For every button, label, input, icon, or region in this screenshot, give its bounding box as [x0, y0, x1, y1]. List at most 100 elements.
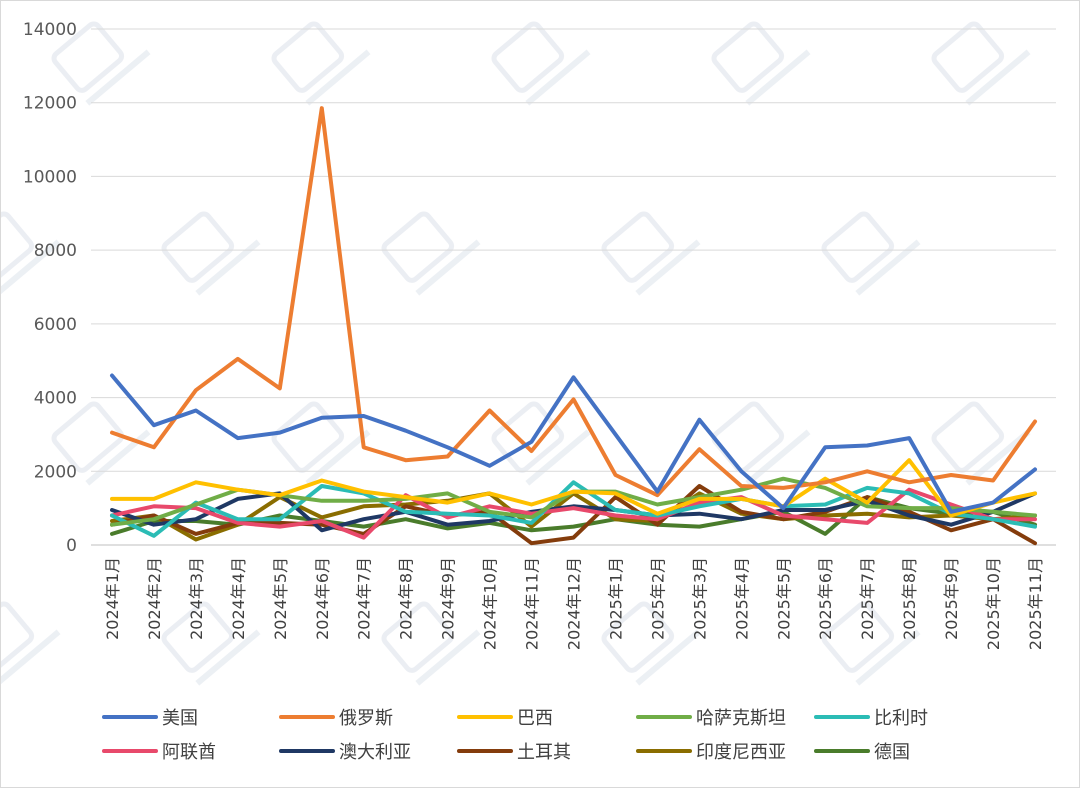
watermark-stroke	[965, 49, 1031, 106]
watermark-mark	[271, 21, 371, 106]
watermark-stroke	[855, 629, 921, 686]
y-tick-label: 8000	[34, 241, 77, 261]
watermark-mark	[601, 601, 701, 686]
watermark-stroke	[745, 429, 811, 486]
series-line	[110, 373, 1037, 514]
watermark-mark	[821, 601, 921, 686]
watermark-logo	[931, 21, 1005, 93]
watermark-logo	[601, 601, 675, 673]
watermark-mark	[381, 211, 481, 296]
x-tick-label: 2024年1月	[103, 557, 122, 640]
legend-label: 比利时	[874, 708, 928, 729]
watermark-stroke	[415, 629, 481, 686]
x-tick-label: 2024年2月	[145, 557, 164, 640]
watermark-logo	[381, 211, 455, 283]
y-tick-label: 12000	[23, 94, 77, 114]
x-axis: 2024年1月 2024年2月 2024年3月 2024年4月 2024年5月 2024年…	[103, 557, 1045, 650]
series-line	[110, 106, 1037, 498]
watermark-mark	[161, 601, 261, 686]
x-tick-label: 2024年6月	[313, 557, 332, 640]
x-tick-label: 2024年7月	[355, 557, 374, 640]
series-lines	[110, 106, 1037, 546]
watermark-logo	[0, 601, 35, 673]
x-tick-label: 2024年11月	[523, 557, 542, 650]
watermark-logo	[0, 211, 35, 283]
watermark-logo	[491, 21, 565, 93]
watermark-mark	[601, 211, 701, 296]
legend-label: 阿联酋	[162, 742, 216, 763]
legend-label: 巴西	[517, 708, 553, 729]
x-tick-label: 2025年1月	[606, 557, 625, 640]
watermark-stroke	[745, 49, 811, 106]
watermark-mark	[381, 601, 481, 686]
watermark-stroke	[85, 49, 151, 106]
watermark-logo	[711, 21, 785, 93]
y-tick-label: 14000	[23, 20, 77, 40]
gridlines	[91, 28, 1056, 472]
x-tick-label: 2025年7月	[858, 557, 877, 640]
x-tick-label: 2024年10月	[481, 557, 500, 650]
legend-label: 哈萨克斯坦	[696, 708, 786, 729]
watermark-logo	[271, 21, 345, 93]
watermark-stroke	[305, 429, 371, 486]
x-tick-label: 2025年6月	[816, 557, 835, 640]
x-tick-label: 2025年11月	[1026, 557, 1045, 650]
x-tick-label: 2024年4月	[229, 557, 248, 640]
legend-label: 美国	[162, 708, 198, 729]
watermark-stroke	[305, 49, 371, 106]
watermark-mark	[0, 211, 61, 296]
x-tick-label: 2025年9月	[942, 557, 961, 640]
series-line	[110, 487, 1037, 540]
x-tick-label: 2024年8月	[397, 557, 416, 640]
watermark-logo	[601, 211, 675, 283]
y-tick-label: 10000	[23, 167, 77, 187]
watermark-mark	[931, 401, 1031, 486]
legend-label: 俄罗斯	[339, 708, 393, 729]
watermark-mark	[931, 21, 1031, 106]
watermark-stroke	[525, 49, 591, 106]
x-tick-label: 2025年4月	[732, 557, 751, 640]
x-tick-label: 2025年3月	[690, 557, 709, 640]
watermark-logo	[931, 401, 1005, 473]
watermark-mark	[821, 211, 921, 296]
watermark-logo	[821, 211, 895, 283]
y-tick-label: 2000	[34, 462, 77, 482]
legend-label: 德国	[874, 742, 910, 763]
x-tick-label: 2024年3月	[187, 557, 206, 640]
x-tick-label: 2025年8月	[900, 557, 919, 640]
legend-label: 澳大利亚	[339, 742, 411, 763]
watermark-mark	[161, 211, 261, 296]
x-tick-label: 2024年12月	[565, 557, 584, 650]
y-tick-label: 6000	[34, 315, 77, 335]
watermark-logo	[51, 401, 125, 473]
watermark-mark	[0, 601, 61, 686]
watermark-logo	[381, 601, 455, 673]
watermark-mark	[51, 21, 151, 106]
y-axis: 0 2000 4000 6000 8000 10000 12000 14000	[23, 20, 1056, 556]
x-tick-label: 2024年5月	[271, 557, 290, 640]
watermark-mark	[711, 21, 811, 106]
watermark-logo	[161, 601, 235, 673]
legend-label: 印度尼西亚	[696, 742, 786, 763]
series-line	[110, 484, 1037, 546]
x-tick-label: 2024年9月	[439, 557, 458, 640]
watermark-stroke	[525, 429, 591, 486]
watermark-mark	[491, 21, 591, 106]
legend-label: 土耳其	[517, 742, 571, 763]
x-tick-label: 2025年2月	[648, 557, 667, 640]
watermark-stroke	[0, 239, 61, 296]
series-line	[110, 458, 1037, 518]
watermark-stroke	[0, 629, 61, 686]
y-tick-label: 0	[66, 536, 77, 556]
x-tick-label: 2025年5月	[774, 557, 793, 640]
watermark-stroke	[195, 629, 261, 686]
watermark-logo	[821, 601, 895, 673]
watermark-stroke	[635, 629, 701, 686]
x-tick-label: 2025年10月	[984, 557, 1003, 650]
watermark-logo	[161, 211, 235, 283]
watermark-stroke	[965, 429, 1031, 486]
y-tick-label: 4000	[34, 389, 77, 409]
